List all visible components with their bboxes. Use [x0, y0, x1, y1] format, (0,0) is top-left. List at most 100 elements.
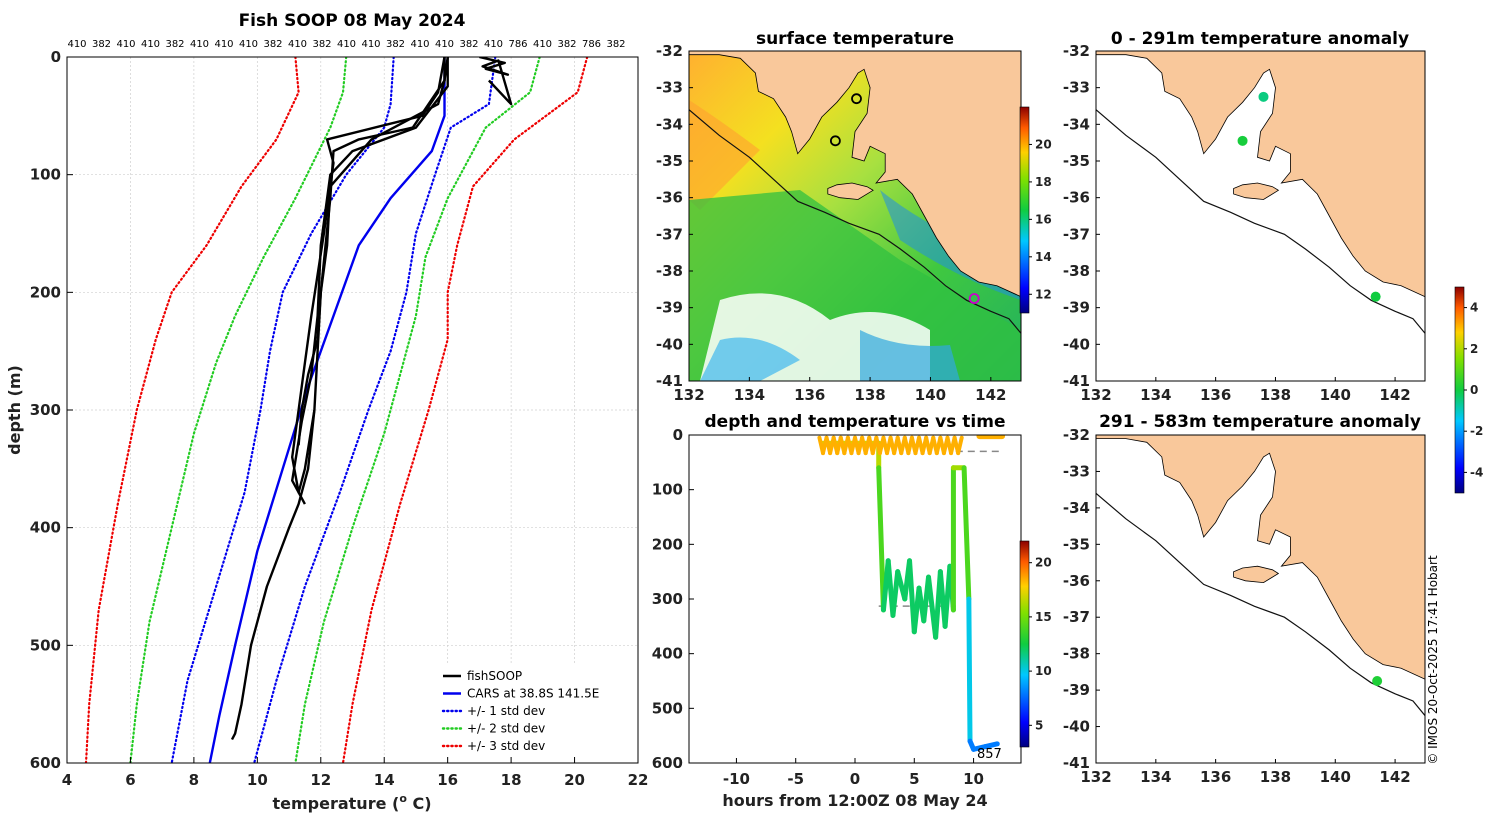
profile-xtick-label: 8: [189, 771, 199, 789]
dive-track-segment: [966, 596, 973, 744]
top-depth-label: 382: [557, 39, 576, 50]
profile-ytick-label: 600: [30, 754, 61, 772]
sst-title: surface temperature: [756, 29, 954, 49]
map-ytick-label: -32: [1063, 42, 1090, 60]
sst-shelf-contour: [689, 109, 1021, 334]
map-ytick-label: -33: [656, 79, 683, 97]
colorbar-tick-label: 0: [1470, 383, 1478, 397]
top-depth-label: 410: [67, 39, 86, 50]
map-xtick-label: 142: [1379, 768, 1410, 786]
colorbar-tick-label: 10: [1035, 664, 1052, 678]
map-ytick-label: -34: [1063, 115, 1090, 133]
depth-time-panel: depth and temperature vs time -10 -5 0 5 100…: [652, 412, 1052, 810]
profile-xtick-label: 12: [310, 771, 331, 789]
profile-xtick-label: 20: [564, 771, 585, 789]
map-ytick-label: -37: [1063, 608, 1090, 626]
map-ytick-label: -38: [656, 262, 683, 280]
map-xtick-label: 140: [1320, 768, 1351, 786]
map-xtick-label: 138: [1260, 768, 1291, 786]
map-ytick-label: -37: [1063, 225, 1090, 243]
top-depth-label: 382: [165, 39, 184, 50]
depth-time-ytick-label: 400: [652, 645, 683, 663]
profile-ytick-label: 200: [30, 283, 61, 301]
top-depth-label: 382: [263, 39, 282, 50]
map-xtick-label: 142: [975, 386, 1006, 404]
map-xtick-label: 138: [1260, 386, 1291, 404]
profile-xtick-label: 4: [62, 771, 72, 789]
profile-series-line: [253, 57, 497, 763]
depth-time-ytick-label: 100: [652, 481, 683, 499]
colorbar-tick-label: 16: [1035, 212, 1052, 226]
profile-xtick-label: 14: [374, 771, 395, 789]
depth-time-ytick-label: 300: [652, 590, 683, 608]
colorbar-tick-label: 15: [1035, 610, 1052, 624]
depth-time-ytick-label: 0: [673, 426, 683, 444]
colorbar-tick-label: 5: [1035, 718, 1043, 732]
dive-count-annotation: 857: [977, 747, 1002, 762]
profile-legend: fishSOOP CARS at 38.8S 141.5E +/- 1 std de…: [437, 664, 629, 757]
depth-time-colorbar: 5 10 15 20: [1019, 540, 1052, 748]
anomaly-deep-kangaroo-island: [1233, 565, 1280, 584]
map-xtick-label: 132: [673, 386, 704, 404]
top-depth-label: 382: [459, 39, 478, 50]
top-depth-label: 410: [337, 39, 356, 50]
sst-float-marker: [968, 293, 980, 304]
anomaly-shallow-panel: 0 - 291m temperature anomaly 132 134 136 13…: [1063, 29, 1426, 404]
colorbar-tick-label: 18: [1035, 175, 1052, 189]
map-xtick-label: 138: [854, 386, 885, 404]
profile-ytick-label: 500: [30, 636, 61, 654]
map-ytick-label: -33: [1063, 462, 1090, 480]
profile-xlabel: temperature (o C): [272, 792, 431, 813]
profile-ylabel: depth (m): [5, 365, 24, 455]
top-depth-label: 410: [435, 39, 454, 50]
map-ytick-label: -32: [656, 42, 683, 60]
top-depth-label: 410: [190, 39, 209, 50]
dive-track-segment: [876, 465, 886, 613]
depth-time-xtick-label: 5: [909, 770, 919, 788]
map-xtick-label: 140: [915, 386, 946, 404]
depth-time-xtick-label: 0: [850, 770, 860, 788]
map-ytick-label: -32: [1063, 426, 1090, 444]
colorbar-tick-label: 20: [1035, 137, 1052, 151]
profile-series-line: [129, 57, 348, 763]
profile-xtick-label: 18: [501, 771, 522, 789]
sst-map-panel: surface temperature 132 134 136 138 140 142 -3…: [656, 29, 1052, 404]
sst-float-marker: [851, 93, 862, 105]
map-ytick-label: -39: [1063, 299, 1090, 317]
profile-xtick-label: 6: [125, 771, 135, 789]
profile-series-line: [297, 57, 449, 446]
top-depth-label: 410: [116, 39, 135, 50]
legend-label: +/- 3 std dev: [467, 739, 545, 753]
sst-kangaroo-island: [827, 182, 874, 200]
anomaly-colorbar: -4 -2 0 2 4: [1454, 286, 1483, 494]
map-ytick-label: -36: [656, 189, 683, 207]
anomaly-shallow-kangaroo-island: [1233, 182, 1280, 200]
dive-track-segment: [890, 569, 901, 618]
depth-time-ytick-label: 500: [652, 699, 683, 717]
map-xtick-label: 134: [1140, 386, 1171, 404]
colorbar-tick-label: -4: [1470, 465, 1483, 479]
dive-track-segment: [982, 741, 1000, 750]
top-depth-label: 410: [484, 39, 503, 50]
legend-label: CARS at 38.8S 141.5E: [467, 687, 599, 701]
depth-time-xtick-label: 10: [963, 770, 984, 788]
map-ytick-label: -33: [1063, 79, 1090, 97]
map-ytick-label: -41: [1063, 372, 1090, 390]
profile-series-line: [341, 57, 589, 763]
dive-track-segment: [961, 465, 972, 602]
map-ytick-label: -39: [1063, 681, 1090, 699]
map-ytick-label: -40: [1063, 335, 1090, 353]
map-xtick-label: 134: [1140, 768, 1171, 786]
top-depth-label: 410: [288, 39, 307, 50]
map-xtick-label: 140: [1320, 386, 1351, 404]
anomaly-point: [1372, 676, 1383, 686]
map-ytick-label: -34: [656, 115, 683, 133]
depth-time-ytick-label: 600: [652, 754, 683, 772]
anomaly-deep-shelf-contour: [1096, 492, 1425, 716]
anomaly-shallow-shelf-contour: [1096, 109, 1425, 334]
colorbar-tick-label: -2: [1470, 424, 1483, 438]
profile-series-line: [230, 57, 446, 741]
top-depth-label: 786: [582, 39, 601, 50]
